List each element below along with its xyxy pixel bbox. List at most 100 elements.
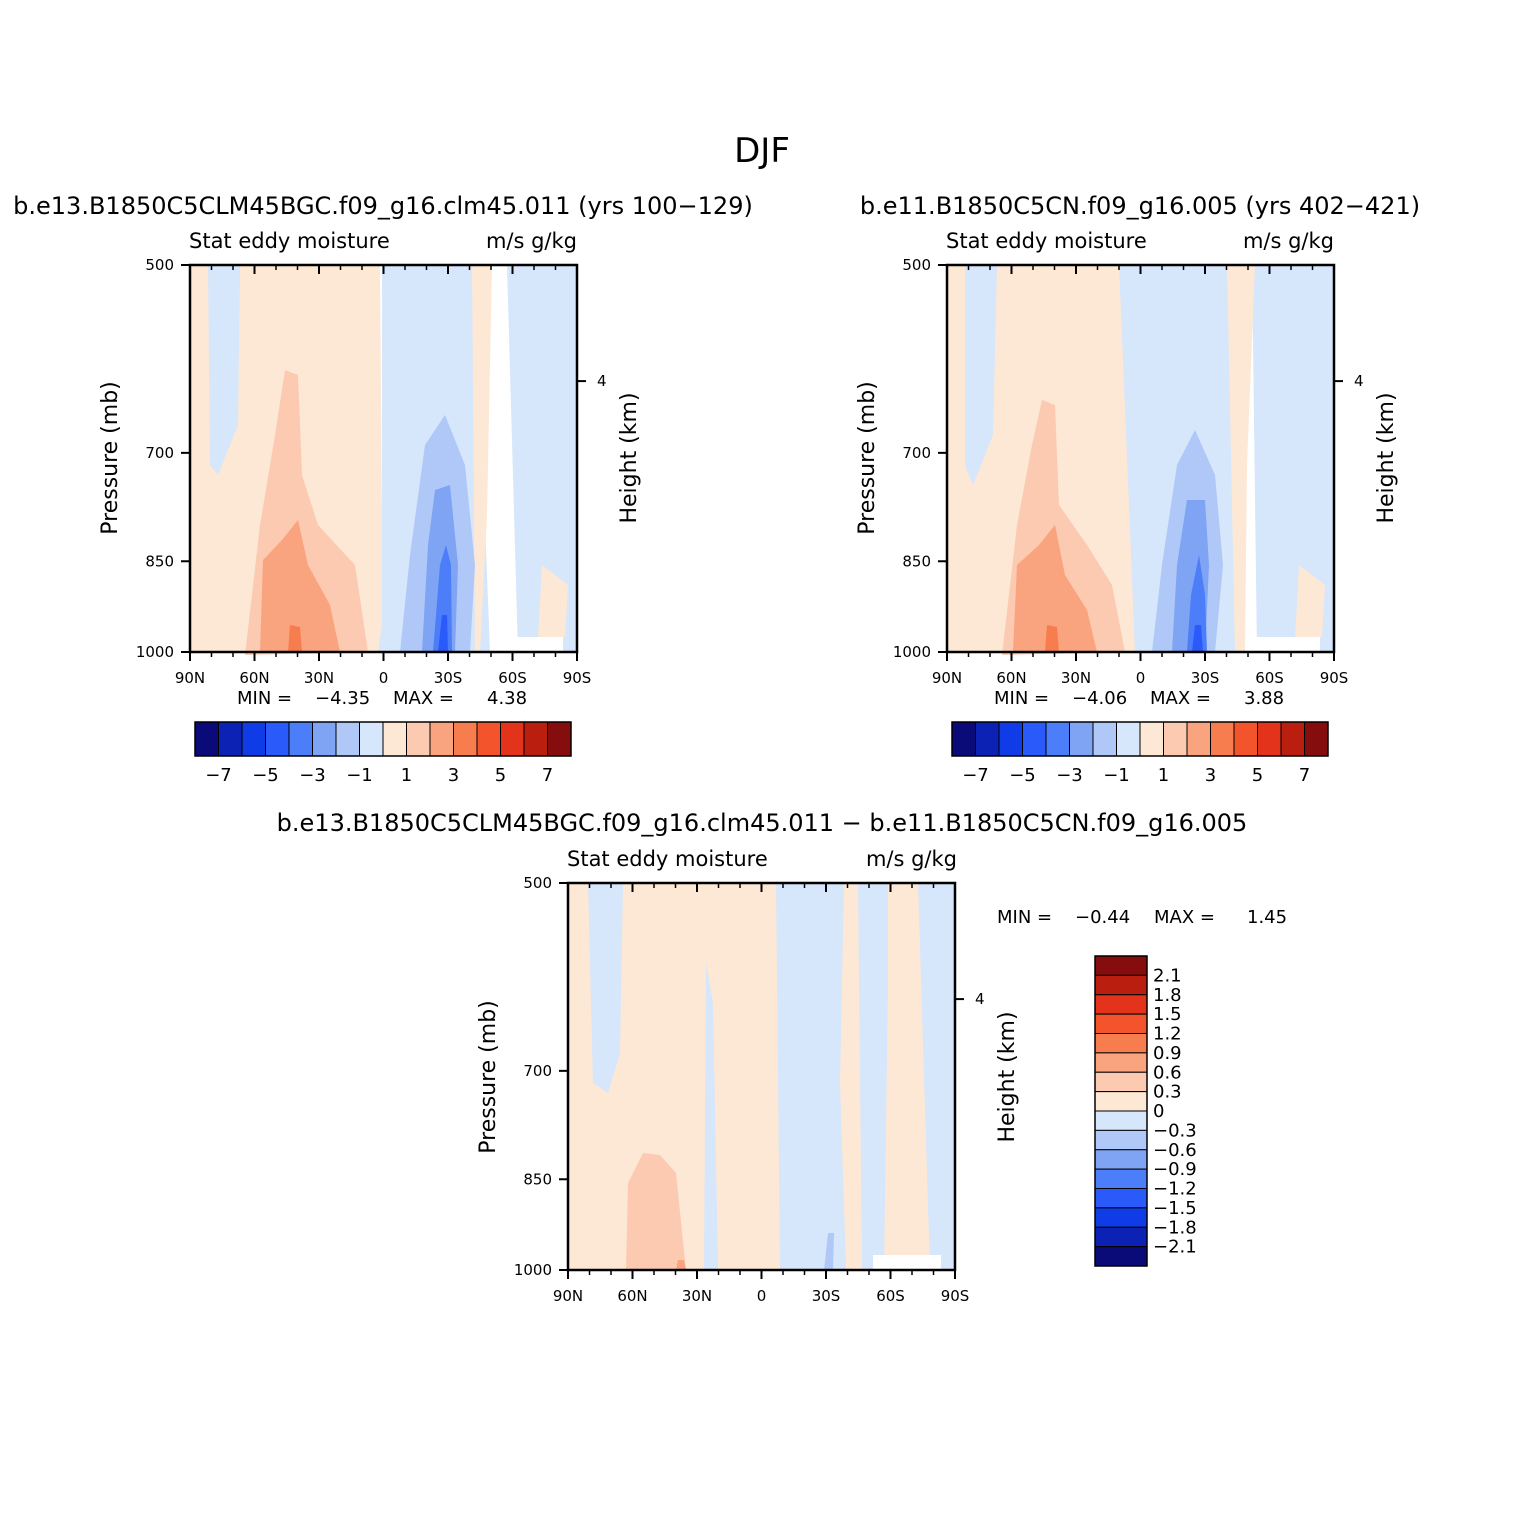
- contour-region: [260, 520, 340, 652]
- min-value: −0.44: [1075, 907, 1130, 928]
- colorbar: −7 −5 −3 −1 1 3 5 7: [194, 721, 572, 786]
- units-label: m/s g/kg: [1243, 229, 1334, 253]
- x-tick-label: 60N: [617, 1287, 647, 1305]
- y2-tick-label: 4: [1354, 372, 1364, 390]
- y-tick-label: 1000: [893, 643, 931, 661]
- colorbar-bin: [1094, 1188, 1148, 1209]
- colorbar: 2.11.81.51.20.90.60.30−0.3−0.6−0.9−1.2−1…: [1094, 955, 1197, 1267]
- panel-difference: b.e13.B1850C5CLM45BGC.f09_g16.clm45.011 …: [277, 809, 1287, 1305]
- colorbar-tick-label: 5: [1252, 765, 1263, 786]
- colorbar-bin: [265, 721, 290, 757]
- colorbar-bin: [1094, 974, 1148, 996]
- y-axis-label: Pressure (mb): [98, 381, 123, 535]
- contour-region: [472, 265, 492, 652]
- colorbar-tick-label: −7: [205, 765, 232, 786]
- x-tick-label: 60S: [1255, 669, 1284, 687]
- colorbar-bin: [1139, 721, 1164, 757]
- y-tick-label: 1000: [514, 1261, 552, 1279]
- y2-tick-label: 4: [975, 990, 985, 1008]
- colorbar-bin: [1094, 1071, 1148, 1093]
- colorbar-bin: [1304, 721, 1329, 757]
- colorbar-bin: [1233, 721, 1258, 757]
- colorbar-bin: [288, 721, 313, 757]
- x-tick-label: 90N: [175, 669, 205, 687]
- colorbar-bin: [1069, 721, 1094, 757]
- contour-plot: 90N 60N 30N 0 30S 60S 90S 500 700 850 1000 4: [514, 874, 985, 1305]
- colorbar-bin: [382, 721, 407, 757]
- colorbar-tick-label: 0.6: [1153, 1062, 1182, 1083]
- max-label: MAX =: [1154, 907, 1215, 928]
- colorbar-tick-label: −0.3: [1153, 1120, 1197, 1141]
- max-value: 3.88: [1244, 688, 1284, 709]
- colorbar-bin: [1094, 955, 1148, 976]
- x-tick-label: 60N: [996, 669, 1026, 687]
- contour-plot: 90N 60N 30N 0 30S 60S 90S 500 700 850 1000 4: [136, 256, 607, 687]
- colorbar-tick-label: 1.2: [1153, 1024, 1182, 1045]
- contour-region: [1187, 555, 1207, 652]
- colorbar-bin: [1094, 1013, 1148, 1034]
- x-tick-label: 90N: [553, 1287, 583, 1305]
- colorbar-tick-label: −3: [299, 765, 326, 786]
- contour-region: [1252, 265, 1334, 652]
- y-tick-label: 850: [523, 1170, 552, 1188]
- colorbar-tick-label: −1.2: [1153, 1179, 1197, 1200]
- x-tick-label: 60S: [876, 1287, 905, 1305]
- y2-axis-label: Height (km): [1374, 392, 1399, 523]
- colorbar-bin: [1094, 1033, 1148, 1054]
- contour-region: [1295, 565, 1325, 637]
- x-tick-label: 30N: [682, 1287, 712, 1305]
- colorbar-tick-label: 1.8: [1153, 985, 1182, 1006]
- x-tick-label: 30S: [434, 669, 463, 687]
- max-value: 1.45: [1247, 907, 1287, 928]
- x-tick-label: 90N: [932, 669, 962, 687]
- colorbar-tick-label: −0.6: [1153, 1140, 1197, 1161]
- contour-region: [1227, 265, 1255, 652]
- colorbar-tick-label: −7: [962, 765, 989, 786]
- colorbar-bin: [1094, 1246, 1148, 1267]
- contour-region: [965, 265, 997, 485]
- panel-title: b.e13.B1850C5CLM45BGC.f09_g16.clm45.011 …: [13, 192, 753, 220]
- max-label: MAX =: [393, 688, 454, 709]
- colorbar-bin: [1210, 721, 1235, 757]
- x-tick-label: 90S: [941, 1287, 970, 1305]
- x-tick-label: 30N: [304, 669, 334, 687]
- contour-region: [208, 265, 240, 475]
- colorbar-bin: [241, 721, 266, 757]
- colorbar-bin: [1092, 721, 1117, 757]
- colorbar-bin: [406, 721, 431, 757]
- contour-region: [438, 615, 448, 652]
- contour-plot: 90N 60N 30N 0 30S 60S 90S 500 700 850 1000 4: [893, 256, 1364, 687]
- colorbar-bin: [335, 721, 360, 757]
- contour-region: [776, 883, 846, 1270]
- colorbar-tick-label: −1: [1103, 765, 1130, 786]
- x-tick-label: 0: [379, 669, 389, 687]
- contour-region: [918, 883, 955, 1270]
- variable-label: Stat eddy moisture: [567, 847, 768, 871]
- contour-region: [538, 565, 568, 637]
- colorbar-bin: [1094, 1207, 1148, 1228]
- colorbar-bin: [429, 721, 454, 757]
- contour-region: [1192, 625, 1203, 652]
- colorbar-tick-label: 1: [401, 765, 412, 786]
- colorbar-bin: [1094, 1168, 1148, 1189]
- colorbar-bin: [1094, 1091, 1148, 1112]
- y-tick-label: 700: [523, 1062, 552, 1080]
- colorbar-bin: [1094, 1149, 1148, 1170]
- missing-data-region: [1252, 637, 1320, 652]
- contour-region: [626, 1153, 686, 1270]
- colorbar-tick-label: 7: [542, 765, 553, 786]
- colorbar-bin: [218, 721, 243, 757]
- colorbar-tick-label: 1.5: [1153, 1004, 1182, 1025]
- colorbar-tick-label: −1.8: [1153, 1217, 1197, 1238]
- colorbar-frame: [194, 721, 572, 757]
- min-value: −4.35: [315, 688, 370, 709]
- x-tick-label: 0: [1136, 669, 1146, 687]
- colorbar-bin: [523, 721, 548, 757]
- contour-region: [588, 883, 623, 1093]
- colorbar-tick-label: −1: [346, 765, 373, 786]
- colorbar-bin: [998, 721, 1023, 757]
- colorbar-frame: [951, 721, 1329, 757]
- contour-region: [507, 265, 577, 652]
- colorbar-bin: [194, 721, 219, 757]
